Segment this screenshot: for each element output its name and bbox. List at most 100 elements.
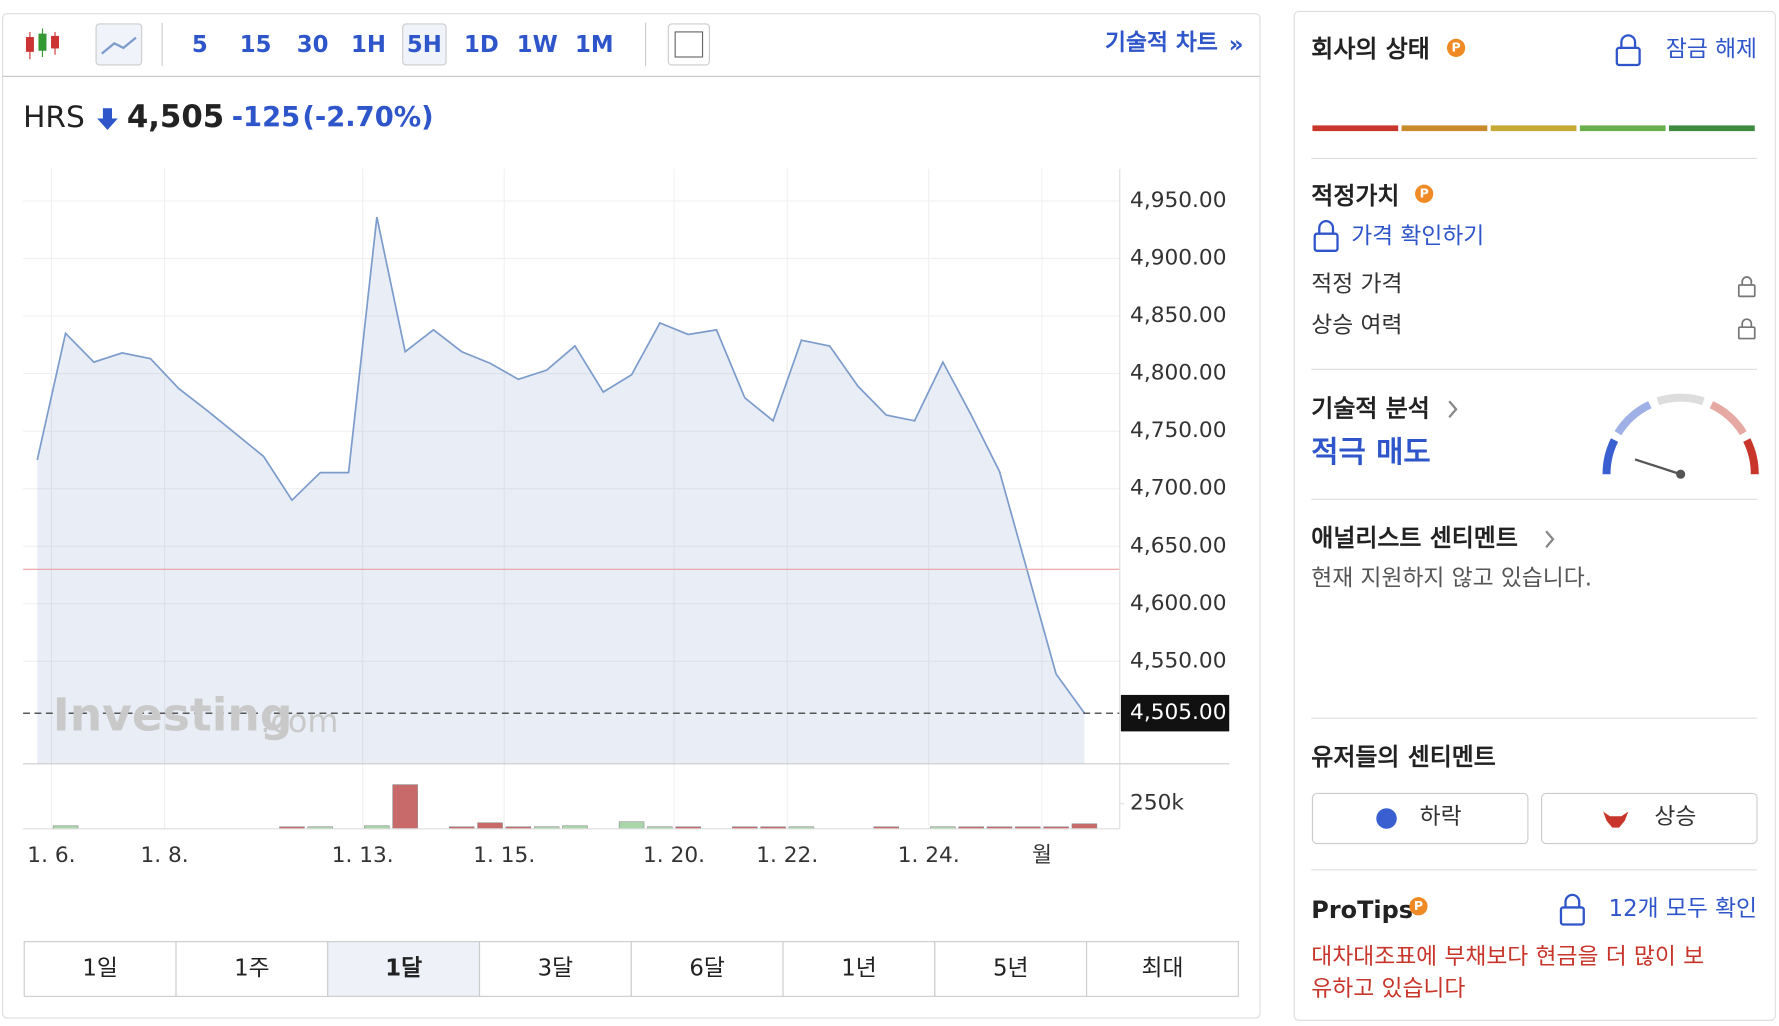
health-segment bbox=[1579, 125, 1666, 132]
down-arrow bbox=[97, 108, 118, 130]
technical-chart-link[interactable]: 기술적 차트 bbox=[1105, 30, 1218, 56]
pro-badge: P bbox=[1446, 38, 1466, 57]
interval[interactable]: 30 bbox=[297, 32, 329, 58]
layout-glyph bbox=[674, 31, 704, 58]
interval[interactable]: 1H bbox=[351, 32, 386, 58]
bear-button[interactable] bbox=[1311, 792, 1529, 845]
tip-line: 유하고 있습니다 bbox=[1311, 976, 1465, 1002]
svg-text:P: P bbox=[1414, 898, 1423, 913]
tip-line: 대차대조표에 부채보다 현금을 더 많이 보 bbox=[1311, 944, 1704, 970]
x-tick-label: 1. 8. bbox=[140, 843, 188, 868]
x-tick-label: 1. 15. bbox=[473, 843, 535, 868]
protips-title: ProTips bbox=[1311, 896, 1413, 924]
interval-active bbox=[402, 23, 447, 66]
x-tick-label: 1. 6. bbox=[27, 843, 75, 868]
svg-text:P: P bbox=[1420, 185, 1429, 200]
range-label: 5년 bbox=[993, 956, 1028, 982]
last-price-label: 4,505.00 bbox=[1130, 700, 1226, 725]
chevron bbox=[1545, 530, 1555, 548]
price: 4,505 bbox=[127, 99, 224, 135]
svg-text:P: P bbox=[1451, 39, 1460, 54]
chevron bbox=[1448, 400, 1458, 418]
small-lock bbox=[1737, 276, 1756, 340]
range-label: 최대 bbox=[1141, 956, 1183, 982]
health-segment bbox=[1312, 125, 1399, 132]
interval[interactable]: 1D bbox=[464, 32, 499, 58]
x-tick-label: 월 bbox=[1032, 843, 1052, 868]
bear-label: 하락 bbox=[1420, 804, 1462, 830]
price-line bbox=[36, 216, 1086, 714]
fair-price-label: 적정 가격 bbox=[1311, 272, 1402, 298]
volume-bar bbox=[618, 821, 645, 830]
area bbox=[37, 217, 1085, 764]
y-tick-label: 4,850.00 bbox=[1130, 303, 1226, 328]
last-price-box bbox=[1120, 694, 1230, 732]
lock-icon bbox=[1615, 34, 1641, 67]
side-panel bbox=[1293, 10, 1776, 1021]
see-all-link[interactable]: 12개 모두 확인 bbox=[1609, 896, 1757, 922]
health-segment bbox=[1490, 125, 1577, 132]
volume-bar bbox=[392, 784, 418, 830]
fair-value-title: 적정가치 bbox=[1311, 182, 1399, 210]
lock-icon bbox=[1313, 220, 1339, 252]
y-tick-label: 4,950.00 bbox=[1130, 188, 1226, 213]
x-tick-label: 1. 20. bbox=[643, 843, 705, 868]
technical-title[interactable]: 기술적 분석 bbox=[1311, 394, 1429, 422]
symbol: HRS bbox=[23, 99, 85, 134]
bull-icon bbox=[1603, 811, 1629, 828]
interval[interactable]: 1W bbox=[517, 32, 558, 58]
interval[interactable]: 5 bbox=[192, 32, 208, 58]
health-segment bbox=[1669, 125, 1755, 132]
bull-label: 상승 bbox=[1654, 804, 1696, 830]
pro-badge: P bbox=[1415, 184, 1434, 203]
candle-icon[interactable] bbox=[25, 28, 60, 60]
y-tick-label: 4,750.00 bbox=[1130, 418, 1226, 443]
volume-bar bbox=[1071, 823, 1098, 830]
watermark-suffix: .com bbox=[260, 702, 338, 740]
x-tick-label: 1. 24. bbox=[898, 843, 960, 868]
range-button[interactable] bbox=[782, 941, 936, 997]
line-icon-glyph bbox=[101, 36, 137, 55]
link-arrow: » bbox=[1229, 32, 1244, 58]
lock-icon bbox=[1559, 893, 1585, 926]
y-tick-label: 4,600.00 bbox=[1130, 591, 1226, 616]
chart-panel bbox=[2, 13, 1261, 1019]
range-button[interactable] bbox=[630, 941, 784, 997]
y2-tick-label: 250k bbox=[1130, 791, 1184, 816]
analyst-note: 현재 지원하지 않고 있습니다. bbox=[1311, 566, 1592, 592]
x-tick-label: 1. 13. bbox=[332, 843, 394, 868]
interval[interactable]: 5H bbox=[407, 32, 442, 58]
y-tick-label: 4,900.00 bbox=[1130, 245, 1226, 270]
range-label: 1주 bbox=[234, 956, 269, 982]
health-title: 회사의 상태 bbox=[1311, 35, 1429, 63]
volume-bar bbox=[477, 822, 503, 830]
range-button[interactable] bbox=[478, 941, 632, 997]
interval[interactable]: 1M bbox=[575, 32, 614, 58]
bull-button[interactable] bbox=[1541, 792, 1758, 845]
range-label: 1달 bbox=[385, 956, 422, 982]
range-button[interactable] bbox=[23, 941, 177, 997]
analyst-title[interactable]: 애널리스트 센티멘트 bbox=[1311, 524, 1518, 552]
range-button[interactable] bbox=[1086, 941, 1239, 997]
range-label: 1일 bbox=[82, 956, 117, 982]
x-tick-label: 1. 22. bbox=[756, 843, 818, 868]
range-button[interactable] bbox=[934, 941, 1088, 997]
range-label: 6달 bbox=[689, 956, 725, 982]
layout-icon[interactable] bbox=[667, 23, 710, 66]
range-button[interactable] bbox=[175, 941, 329, 997]
range-label: 3달 bbox=[538, 956, 574, 982]
interval[interactable]: 15 bbox=[240, 32, 272, 58]
technical-signal: 적극 매도 bbox=[1311, 434, 1430, 469]
y-tick-label: 4,650.00 bbox=[1130, 533, 1226, 558]
y-tick-label: 4,800.00 bbox=[1130, 361, 1226, 386]
users-title: 유저들의 센티멘트 bbox=[1311, 743, 1496, 771]
y-tick-label: 4,550.00 bbox=[1130, 648, 1226, 673]
pro-badge: P bbox=[1409, 897, 1428, 916]
change-pct: (-2.70%) bbox=[302, 102, 433, 133]
health-segment bbox=[1401, 125, 1488, 132]
gauge bbox=[1602, 393, 1759, 479]
check-price-link[interactable]: 가격 확인하기 bbox=[1351, 224, 1484, 250]
unlock-link[interactable]: 잠금 해제 bbox=[1666, 37, 1757, 63]
change: -125 bbox=[232, 102, 300, 133]
